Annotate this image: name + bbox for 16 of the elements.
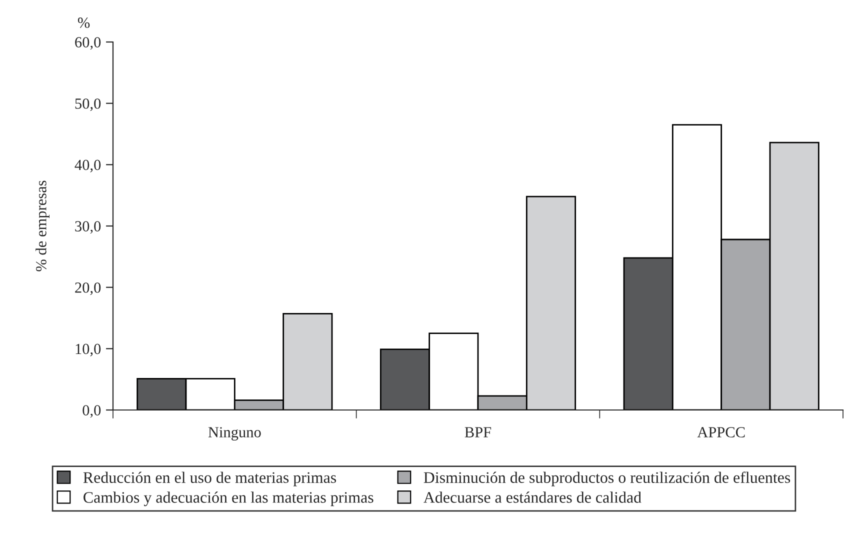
legend-label: Cambios y adecuación en las materias primas [84, 492, 374, 506]
y-tick-label: 30,0 [75, 221, 101, 234]
text: % [78, 18, 90, 28]
x-tick-label: BPF [464, 427, 492, 438]
x-tick-label: APPCC [697, 427, 745, 438]
legend-label: Reducción en el uso de materias primas [83, 472, 336, 486]
y-tick-label: 50,0 [75, 98, 101, 111]
y-tick-label: 0,0 [82, 405, 101, 418]
x-tick-label: Ninguno [208, 427, 261, 441]
y-tick-label: 20,0 [75, 282, 101, 295]
y-axis-title: % de empresas [36, 180, 50, 272]
legend-label: Adecuarse a estándares de calidad [424, 492, 642, 503]
y-tick-label: 60,0 [75, 37, 101, 50]
y-tick-label: 10,0 [76, 344, 101, 356]
y-tick-label: 40,0 [74, 160, 101, 172]
legend-label: Disminución de subproductos o reutilización de efluentes [424, 472, 790, 486]
